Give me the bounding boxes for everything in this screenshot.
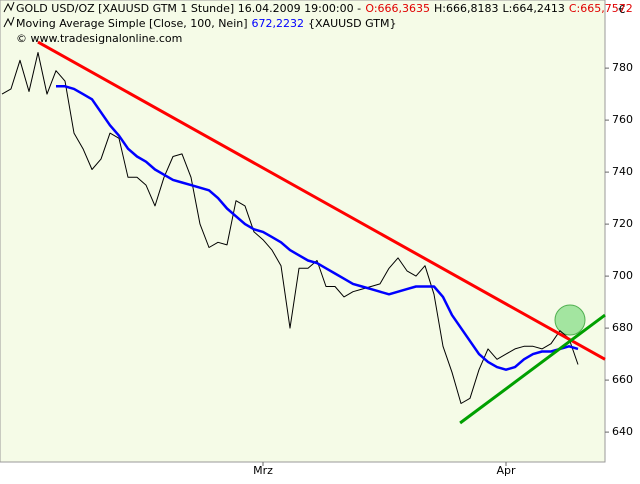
header-icon bbox=[3, 1, 15, 13]
header-text: © www.tradesignalonline.com bbox=[16, 32, 182, 45]
currency: € bbox=[619, 3, 626, 16]
header-text: H:666,8183 bbox=[434, 2, 498, 15]
header-text: 672,2232 bbox=[252, 17, 305, 30]
header-line: © www.tradesignalonline.com bbox=[16, 32, 182, 45]
moving-average-line bbox=[56, 85, 579, 371]
trend-line bbox=[459, 313, 606, 425]
trend-line bbox=[37, 40, 606, 361]
x-tick-label: Mrz bbox=[253, 464, 273, 477]
y-tick-label: 760 bbox=[612, 113, 633, 126]
y-tick-label: 640 bbox=[612, 425, 633, 438]
y-tick-label: 680 bbox=[612, 321, 633, 334]
y-tick-label: 700 bbox=[612, 269, 633, 282]
header-icon bbox=[3, 16, 15, 28]
header-text: GOLD USD/OZ [XAUUSD GTM 1 Stunde] 16.04.… bbox=[16, 2, 361, 15]
y-tick-label: 780 bbox=[612, 61, 633, 74]
header-text: {XAUUSD GTM} bbox=[308, 17, 396, 30]
header-line: Moving Average Simple [Close, 100, Nein]… bbox=[16, 17, 396, 30]
header-line: GOLD USD/OZ [XAUUSD GTM 1 Stunde] 16.04.… bbox=[16, 2, 633, 15]
plot-area bbox=[0, 0, 606, 463]
y-tick-label: 740 bbox=[612, 165, 633, 178]
header-text: O:666,3635 bbox=[365, 2, 430, 15]
header-text: C:665,7572 bbox=[569, 2, 633, 15]
highlight-circle bbox=[554, 304, 586, 336]
y-tick-label: 660 bbox=[612, 373, 633, 386]
header-text: L:664,2413 bbox=[503, 2, 565, 15]
x-tick-label: Apr bbox=[496, 464, 516, 477]
y-tick-label: 720 bbox=[612, 217, 633, 230]
price-line bbox=[1, 52, 579, 404]
header-text: Moving Average Simple [Close, 100, Nein] bbox=[16, 17, 248, 30]
